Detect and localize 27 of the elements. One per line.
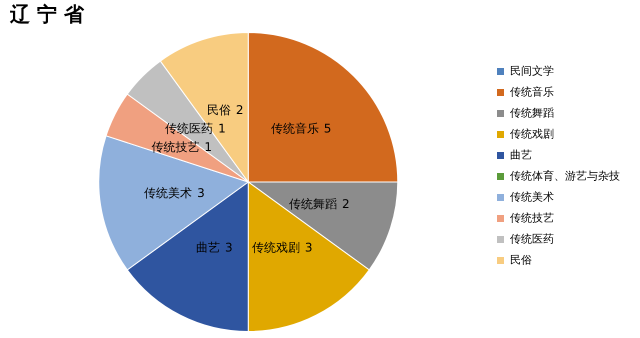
slice-label: 传统医药 [165,121,214,136]
slice-label: 传统舞蹈 [289,197,338,212]
chart-title: 辽 宁 省 [9,2,85,26]
slice-label: 传统美术 [144,186,192,200]
slice-label: 民俗 [206,103,231,118]
legend-label: 传统医药 [510,232,554,246]
data-label: 2 [342,197,350,212]
data-label: 3 [304,240,313,255]
legend-label: 传统戏剧 [510,127,554,140]
data-label: 5 [324,121,332,136]
data-label: 2 [236,103,244,118]
legend-label: 传统体育、游艺与杂技 [510,169,620,182]
legend-label: 民间文学 [510,64,554,78]
data-label: 3 [197,186,205,200]
data-label: 3 [224,240,233,255]
slice-label: 传统音乐 [270,121,319,136]
data-label: 1 [204,140,212,154]
legend-label: 传统音乐 [510,85,554,98]
legend-label: 曲艺 [510,148,532,162]
legend-label: 传统舞蹈 [510,106,554,120]
data-label: 1 [218,121,226,136]
slice-label: 曲艺 [196,240,220,255]
legend-label: 民俗 [510,253,532,266]
legend-label: 传统美术 [510,190,554,204]
legend-label: 传统技艺 [510,211,554,224]
slice-label: 传统技艺 [151,140,200,154]
slice-label: 传统戏剧 [252,240,300,255]
